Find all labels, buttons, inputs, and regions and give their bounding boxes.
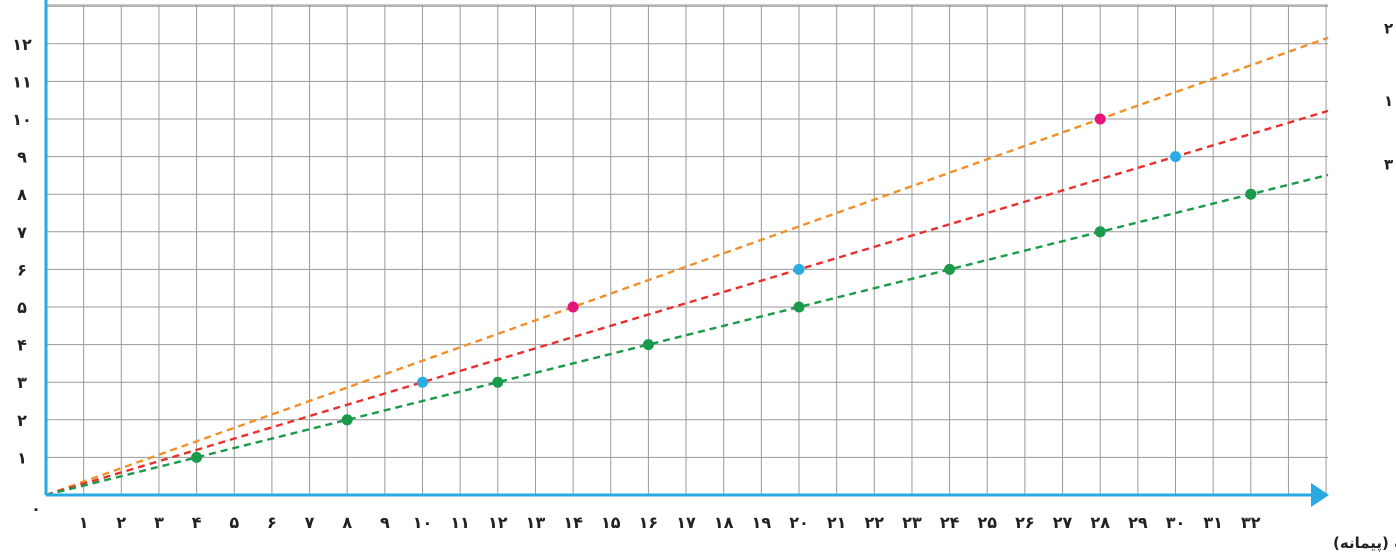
x-tick-label: ۲۳ xyxy=(902,513,922,532)
x-tick-label: ۱۶ xyxy=(639,513,659,532)
x-tick-label: ۱۳ xyxy=(526,513,546,532)
x-tick-label: ۴ xyxy=(192,513,202,532)
x-tick-label: ۲۷ xyxy=(1053,513,1073,532)
series-label-2: پیشنهاد ۱ xyxy=(1384,92,1396,111)
x-tick-label: ۲۸ xyxy=(1090,513,1110,532)
x-tick-label: ۲۵ xyxy=(977,513,997,532)
data-point-series-3 xyxy=(642,339,654,351)
x-tick-label: ۳ xyxy=(154,513,164,532)
x-tick-label: ۱۸ xyxy=(714,513,734,532)
data-point-series-3 xyxy=(492,376,504,388)
grid xyxy=(46,4,1328,495)
y-tick-label: ۵ xyxy=(17,298,27,317)
x-tick-label: ۳۱ xyxy=(1203,513,1223,532)
x-tick-label: ۲۱ xyxy=(827,513,847,532)
series-lines xyxy=(45,36,1329,497)
x-tick-label: ۰ xyxy=(31,499,41,518)
data-points xyxy=(191,113,1257,463)
data-point-series-3 xyxy=(191,451,203,463)
x-tick-label: ۲۲ xyxy=(865,513,885,532)
y-tick-label: ۶ xyxy=(17,260,27,279)
data-point-series-3 xyxy=(944,263,956,275)
data-point-series-3 xyxy=(793,301,805,313)
x-tick-label: ۱۲ xyxy=(488,513,508,532)
x-tick-label: ۵ xyxy=(229,513,239,532)
x-tick-label: ۱۵ xyxy=(601,513,621,532)
series-line-3 xyxy=(45,173,1329,497)
x-tick-label: ۱ xyxy=(79,513,89,532)
data-point-series-3 xyxy=(1245,188,1257,200)
series-line-2 xyxy=(45,109,1329,497)
axes xyxy=(44,0,1329,507)
data-point-series-1 xyxy=(567,301,579,313)
x-tick-label: ۸ xyxy=(342,513,352,532)
y-tick-label: ۱ xyxy=(17,448,27,467)
y-tick-label: ۱۲ xyxy=(12,35,32,54)
y-tick-label: ۸ xyxy=(17,185,27,204)
x-tick-label: ۱۰ xyxy=(413,513,433,532)
data-point-series-3 xyxy=(341,414,353,426)
y-tick-label: ۹ xyxy=(17,148,27,167)
x-tick-label: ۱۹ xyxy=(752,513,772,532)
x-tick-labels: ۰۱ ۲ ۳ ۴ ۵ ۶ ۷ ۸ ۹ ۱۰ ۱۱ ۱۲ ۱۳ ۱۴ ۱۵ ۱۶ ۱۷ ۱۸ ۱۹ ۲۰ ۲۱ ۲۲ ۲۳ ۲۴… xyxy=(31,499,1261,532)
x-tick-label: ۲۴ xyxy=(940,513,960,532)
series-labels: پیشنهاد ۲ پیشنهاد ۱ پیشنهاد ۳ xyxy=(1384,19,1396,174)
x-axis-arrow-icon xyxy=(1311,483,1329,507)
y-tick-label: ۱۱ xyxy=(12,72,32,91)
data-point-series-2 xyxy=(793,263,805,275)
series-label-1: پیشنهاد ۲ xyxy=(1384,19,1396,38)
x-tick-label: ۲ xyxy=(116,513,126,532)
data-point-series-2 xyxy=(1170,151,1181,163)
x-tick-label: ۱۴ xyxy=(563,513,583,532)
x-tick-label: ۱۷ xyxy=(676,513,696,532)
y-tick-label: ۳ xyxy=(17,373,27,392)
x-tick-label: ۳۲ xyxy=(1241,513,1261,532)
x-tick-label: ۹ xyxy=(380,513,390,532)
x-tick-label: ۲۶ xyxy=(1015,513,1035,532)
x-tick-label: ۲۹ xyxy=(1128,513,1148,532)
x-tick-label: ۱۱ xyxy=(450,513,470,532)
x-tick-label: ۲۰ xyxy=(789,513,809,532)
y-tick-label: ۴ xyxy=(17,336,27,355)
y-tick-label: ۷ xyxy=(17,223,27,242)
y-tick-label: ۱۰ xyxy=(12,110,32,129)
series-line-1 xyxy=(45,36,1329,497)
x-tick-label: ۳۰ xyxy=(1166,513,1186,532)
series-label-3: پیشنهاد ۳ xyxy=(1384,155,1396,174)
y-tick-label: ۲ xyxy=(17,411,27,430)
x-axis-title: شربت (پیمانه) xyxy=(1333,534,1396,553)
x-tick-label: ۷ xyxy=(305,513,315,532)
x-tick-label: ۶ xyxy=(267,513,277,532)
data-point-series-2 xyxy=(417,376,428,388)
data-point-series-1 xyxy=(1094,113,1106,125)
data-point-series-3 xyxy=(1094,226,1106,238)
